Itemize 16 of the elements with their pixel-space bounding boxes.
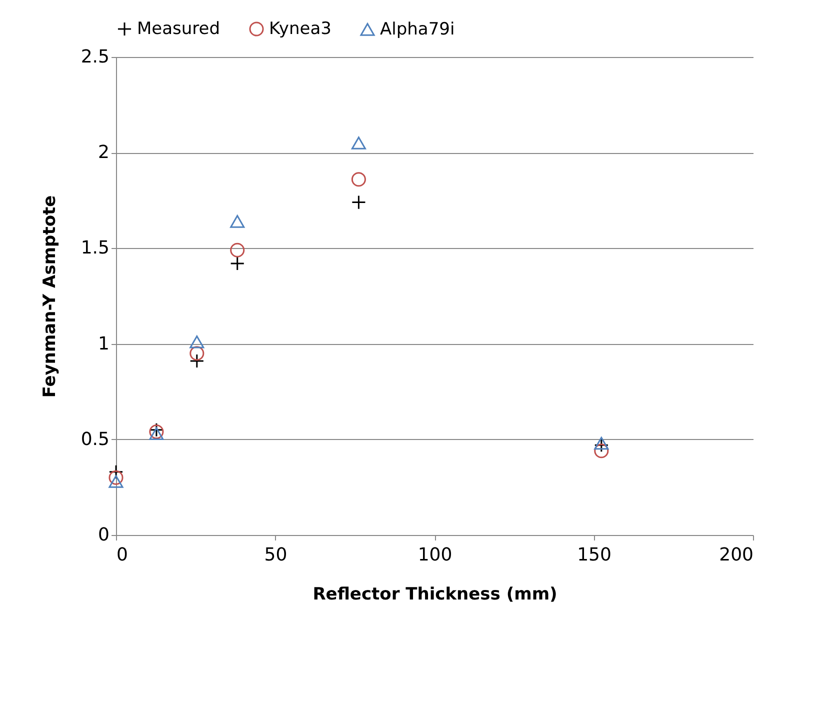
- x-tick-label: 200: [719, 544, 754, 566]
- y-tick-label: 2: [98, 142, 110, 164]
- x-tick-label: 50: [264, 544, 288, 566]
- x-tick-label: 150: [577, 544, 612, 566]
- y-tick-label: 0.5: [80, 428, 110, 450]
- y-tick-label: 0: [98, 524, 110, 546]
- x-tick-label: 100: [418, 544, 452, 566]
- x-axis-title: Reflector Thickness (mm): [312, 584, 558, 604]
- y-tick-label: 1: [98, 333, 110, 354]
- x-tick-label: 0: [116, 544, 128, 566]
- legend-label: Measured: [137, 18, 220, 39]
- y-axis-title: Feynman-Y Asmptote: [40, 195, 60, 398]
- legend-label: Kynea3: [269, 18, 332, 39]
- y-tick-label: 1.5: [80, 238, 110, 259]
- legend-label: Alpha79i: [380, 19, 455, 40]
- y-tick-label: 2.5: [80, 46, 110, 68]
